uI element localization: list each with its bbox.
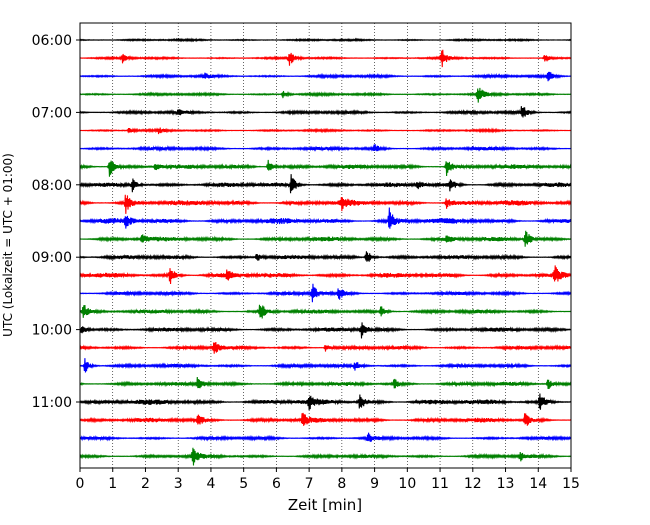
trace-series: [79, 37, 572, 466]
trace-0630: [79, 71, 572, 82]
plot-frame: [79, 22, 572, 469]
y-axis-label: UTC (Lokalzeit = UTC + 01:00): [1, 153, 15, 337]
x-tick-label: 3: [174, 476, 183, 492]
y-tick-label: 10:00: [32, 323, 72, 339]
y-tick-label: 07:00: [32, 105, 72, 121]
trace-1030: [79, 358, 572, 373]
trace-0800: [79, 174, 572, 194]
trace-0700: [79, 106, 572, 118]
trace-1000: [79, 322, 572, 339]
trace-1100: [79, 393, 572, 411]
y-tick-label: 09:00: [32, 250, 72, 266]
x-tick-label: 7: [305, 476, 314, 492]
trace-1145: [79, 447, 572, 466]
trace-1015: [79, 342, 572, 354]
x-tick-label: 9: [370, 476, 379, 492]
x-tick-label: 12: [464, 476, 482, 492]
x-tick-label: 6: [272, 476, 281, 492]
y-tick-label: 06:00: [32, 33, 72, 49]
y-tick-label: 08:00: [32, 178, 72, 194]
trace-0815: [79, 194, 572, 214]
x-tick-label: 0: [76, 476, 85, 492]
x-tick-label: 14: [529, 476, 547, 492]
trace-0600: [79, 37, 572, 43]
x-tick-label: 4: [206, 476, 215, 492]
trace-0615: [79, 49, 572, 68]
trace-1115: [79, 412, 572, 426]
trace-1130: [79, 432, 572, 442]
x-tick-label: 1: [108, 476, 117, 492]
vertical-grid: [112, 23, 539, 468]
trace-0845: [79, 230, 572, 247]
trace-0745: [79, 159, 572, 177]
x-tick-label: 10: [398, 476, 416, 492]
x-tick-label: 15: [562, 476, 580, 492]
x-tick-label: 11: [431, 476, 449, 492]
trace-0730: [79, 144, 572, 153]
x-tick-label: 13: [497, 476, 515, 492]
trace-1045: [79, 376, 572, 389]
trace-0900: [79, 251, 572, 262]
trace-0830: [79, 207, 572, 229]
x-axis-label: Zeit [min]: [288, 496, 362, 514]
x-tick-label: 2: [141, 476, 150, 492]
x-tick-label: 8: [337, 476, 346, 492]
y-tick-label: 11:00: [32, 395, 72, 411]
trace-0945: [79, 304, 572, 319]
trace-0915: [79, 265, 572, 285]
trace-0645: [79, 87, 572, 103]
y-axis-ticks: 06:00 07:00 08:00 09:00 10:00 11:00: [32, 33, 80, 411]
x-tick-label: 5: [239, 476, 248, 492]
trace-0930: [79, 283, 572, 303]
x-axis-ticks: 0 1 2 3 4 5 6 7 8 9 10 11 12 13 14 15: [76, 468, 580, 492]
trace-0715: [79, 127, 572, 135]
